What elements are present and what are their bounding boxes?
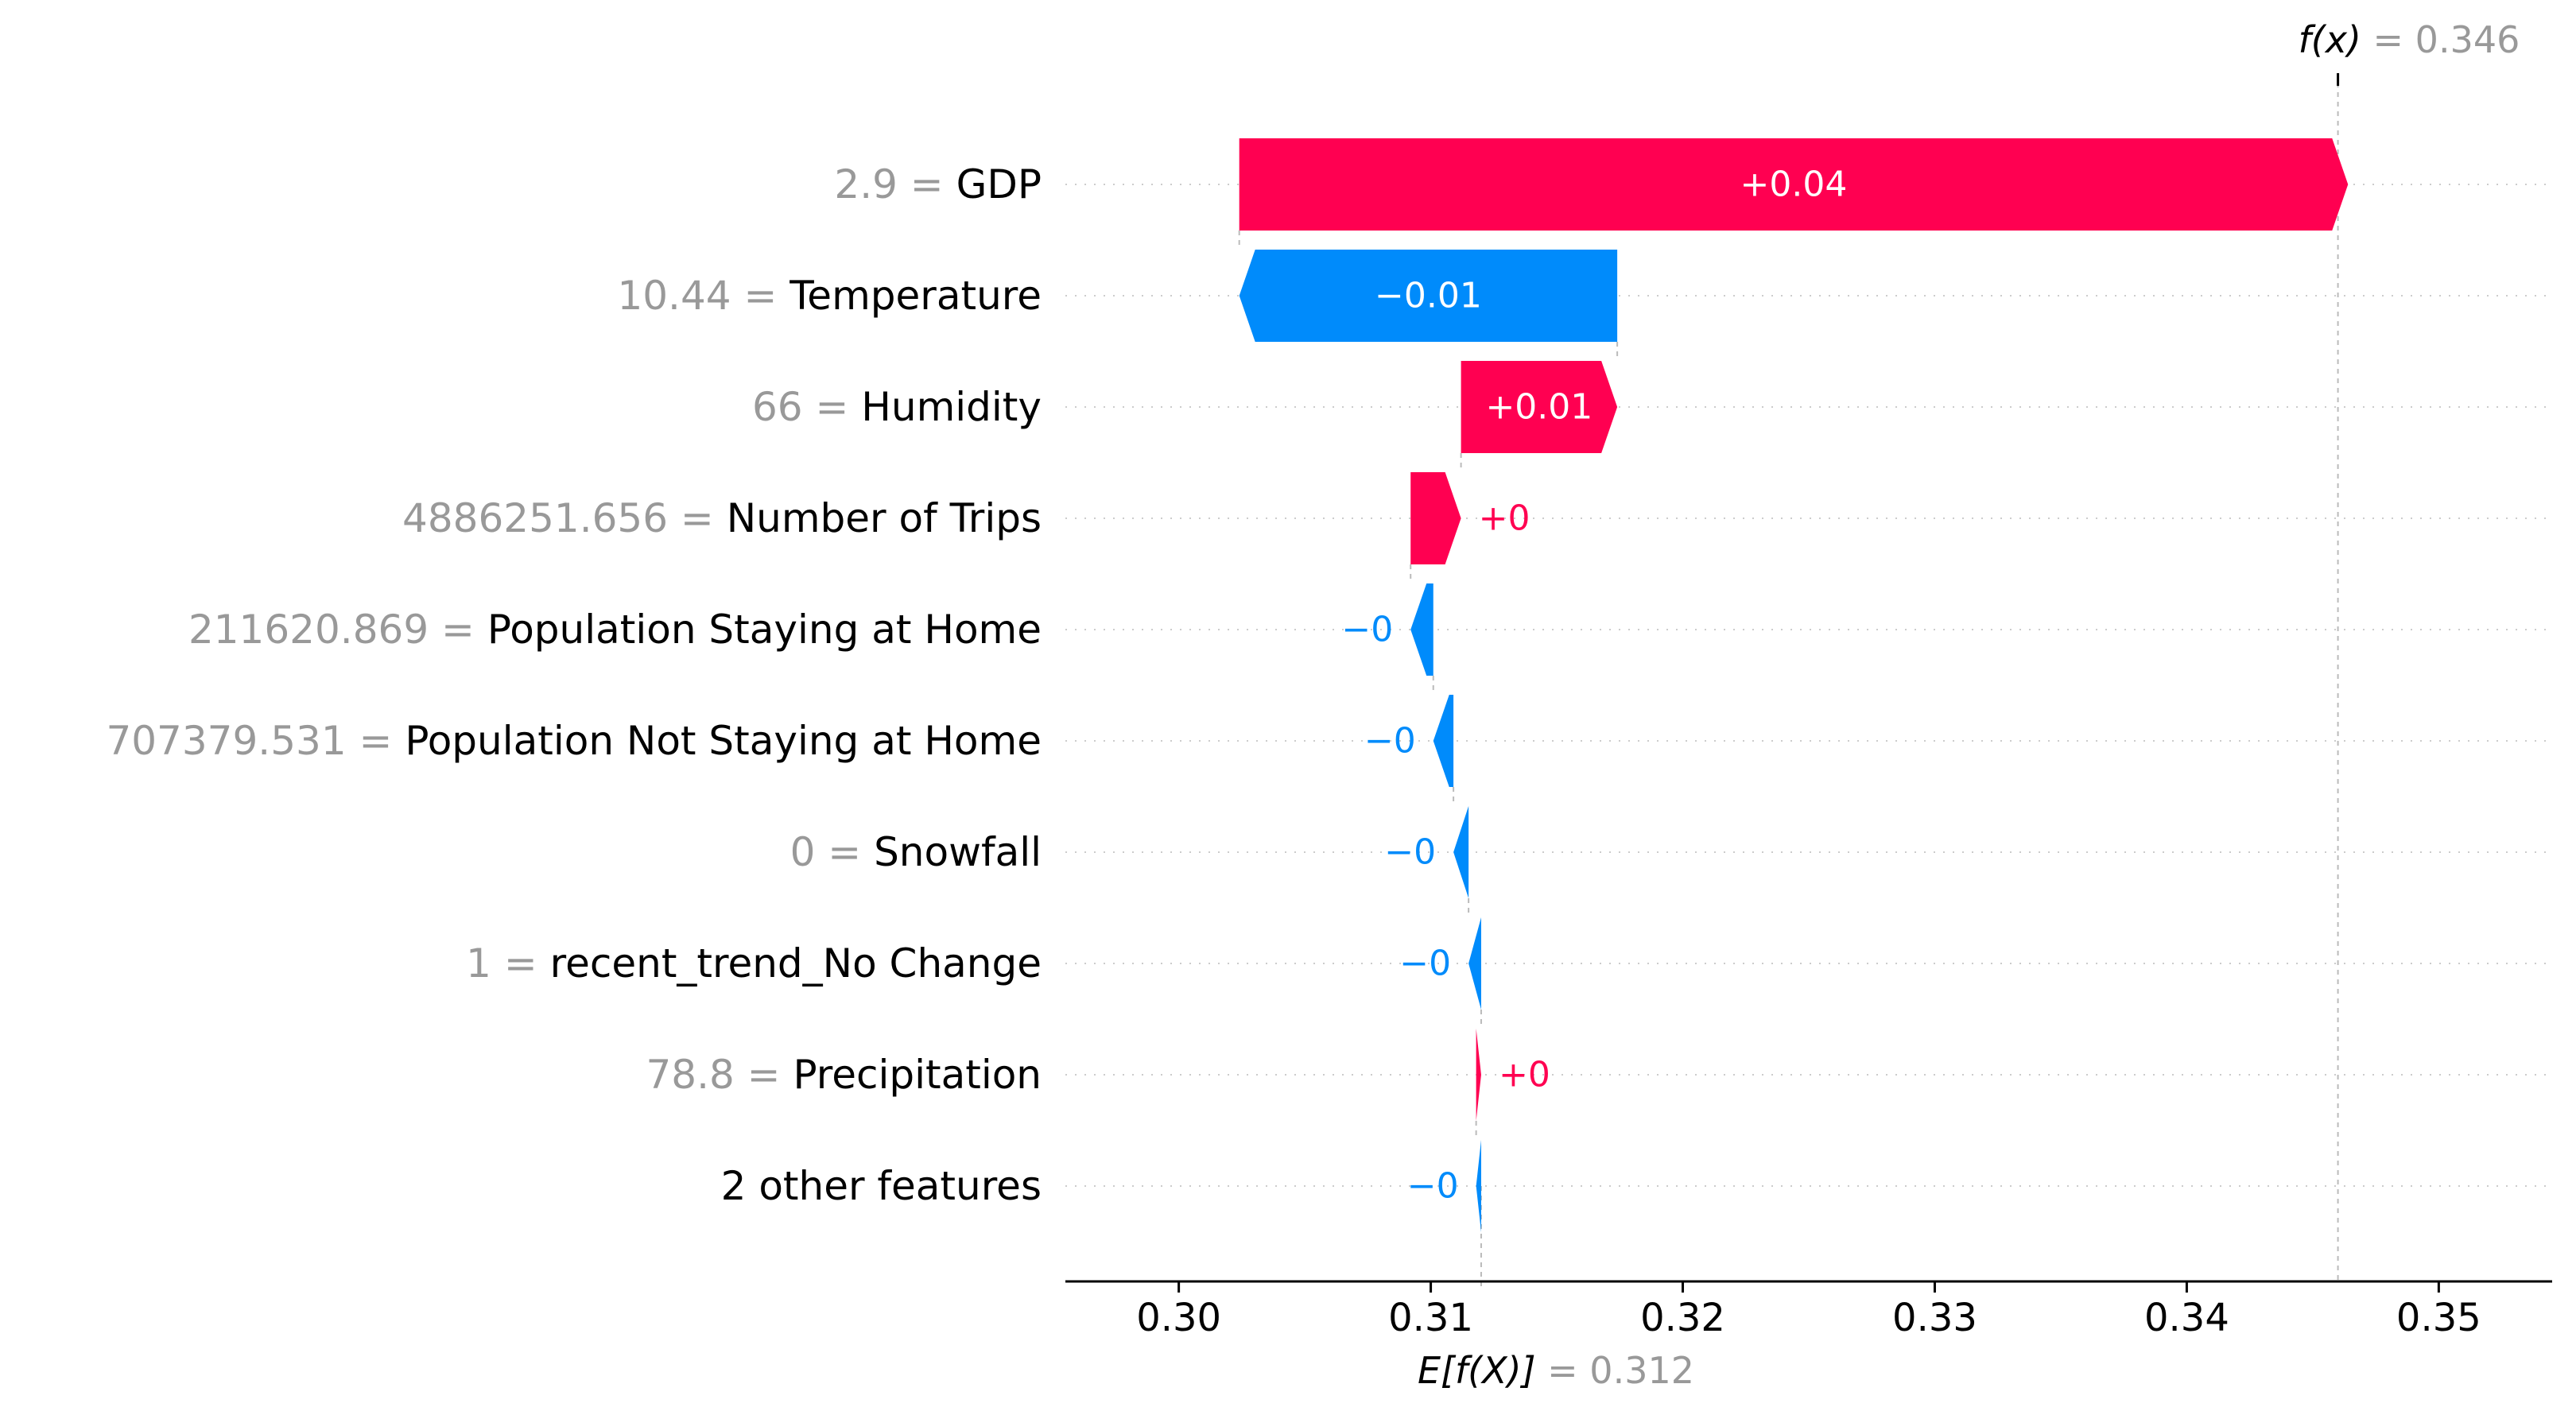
feature-value: 10.44 = xyxy=(617,273,789,319)
feature-value: 4886251.656 = xyxy=(402,495,727,541)
feature-label: 0 = Snowfall xyxy=(790,829,1042,875)
bar-value-label: −0 xyxy=(1364,721,1416,762)
feature-value: 66 = xyxy=(752,384,861,430)
feature-name: Snowfall xyxy=(874,829,1042,875)
x-tick-label: 0.31 xyxy=(1388,1296,1473,1340)
feature-name: Population Not Staying at Home xyxy=(405,718,1042,764)
ex-value: = 0.312 xyxy=(1536,1349,1694,1392)
feature-label: 10.44 = Temperature xyxy=(617,273,1042,319)
feature-value: 1 = xyxy=(466,940,550,987)
bar-negative xyxy=(1453,806,1469,898)
bar-value-label: −0 xyxy=(1384,832,1436,873)
feature-name: Population Staying at Home xyxy=(487,607,1042,653)
feature-label: 211620.869 = Population Staying at Home xyxy=(188,607,1042,653)
bar-value-label: −0 xyxy=(1341,610,1393,650)
bar-negative xyxy=(1468,917,1481,1010)
x-axis: 0.30 0.31 0.32 0.33 0.34 0.35 xyxy=(1065,1280,2552,1340)
bar-positive xyxy=(1476,1029,1481,1121)
feature-label: 2 other features xyxy=(721,1163,1042,1209)
ex-name: E[f(X)] xyxy=(1418,1349,1536,1392)
fx-value: = 0.346 xyxy=(2361,18,2520,61)
bar-value-label: +0 xyxy=(1479,498,1530,539)
feature-label: 707379.531 = Population Not Staying at H… xyxy=(106,718,1042,764)
bar-value-label: +0 xyxy=(1499,1055,1550,1095)
feature-value: 211620.869 = xyxy=(188,607,487,653)
bar-value-label: −0 xyxy=(1399,944,1451,984)
feature-labels: 2.9 = GDP 10.44 = Temperature 66 = Humidit… xyxy=(106,161,1042,1209)
bar-value-label: −0 xyxy=(1407,1166,1459,1207)
x-tick-label: 0.32 xyxy=(1640,1296,1725,1340)
feature-name: Temperature xyxy=(789,273,1042,319)
feature-value: 2.9 = xyxy=(834,161,956,207)
feature-label: 1 = recent_trend_No Change xyxy=(466,940,1042,987)
feature-label: 78.8 = Precipitation xyxy=(646,1052,1042,1098)
feature-value: 78.8 = xyxy=(646,1052,793,1098)
x-tick-label: 0.35 xyxy=(2396,1296,2481,1340)
ex-label: E[f(X)] = 0.312 xyxy=(1418,1349,1694,1392)
feature-name: Number of Trips xyxy=(727,495,1042,541)
x-tick-label: 0.30 xyxy=(1136,1296,1221,1340)
fx-label: f(x) = 0.346 xyxy=(2299,18,2520,61)
bar-positive xyxy=(1239,138,2349,231)
x-tick-label: 0.34 xyxy=(2144,1296,2229,1340)
reference-lines xyxy=(1238,73,2340,1286)
bar-negative xyxy=(1239,250,1618,342)
bar-value-label: +0.04 xyxy=(1740,165,1848,205)
feature-name: Humidity xyxy=(861,384,1042,430)
feature-value: 707379.531 = xyxy=(106,718,405,764)
feature-name: 2 other features xyxy=(721,1163,1042,1209)
x-tick-label: 0.33 xyxy=(1892,1296,1977,1340)
summary-labels: f(x) = 0.346 E[f(X)] = 0.312 xyxy=(1418,18,2520,1392)
bar-value-label: −0.01 xyxy=(1375,276,1482,316)
bar-value-label: +0.01 xyxy=(1485,387,1593,428)
feature-name: Precipitation xyxy=(793,1052,1042,1098)
bars: +0.04 −0.01 +0.01 +0 −0 −0 −0 −0 +0 −0 xyxy=(1239,138,2349,1232)
feature-value: 0 = xyxy=(790,829,875,875)
feature-label: 2.9 = GDP xyxy=(834,161,1042,207)
feature-label: 4886251.656 = Number of Trips xyxy=(402,495,1042,541)
fx-name: f(x) xyxy=(2299,18,2361,61)
bar-positive xyxy=(1461,361,1618,453)
feature-label: 66 = Humidity xyxy=(752,384,1042,430)
bar-negative xyxy=(1476,1140,1481,1232)
feature-name: GDP xyxy=(956,161,1042,207)
bar-positive xyxy=(1410,472,1461,564)
bar-negative xyxy=(1433,695,1454,787)
feature-name: recent_trend_No Change xyxy=(550,940,1042,987)
bar-negative xyxy=(1410,583,1433,676)
